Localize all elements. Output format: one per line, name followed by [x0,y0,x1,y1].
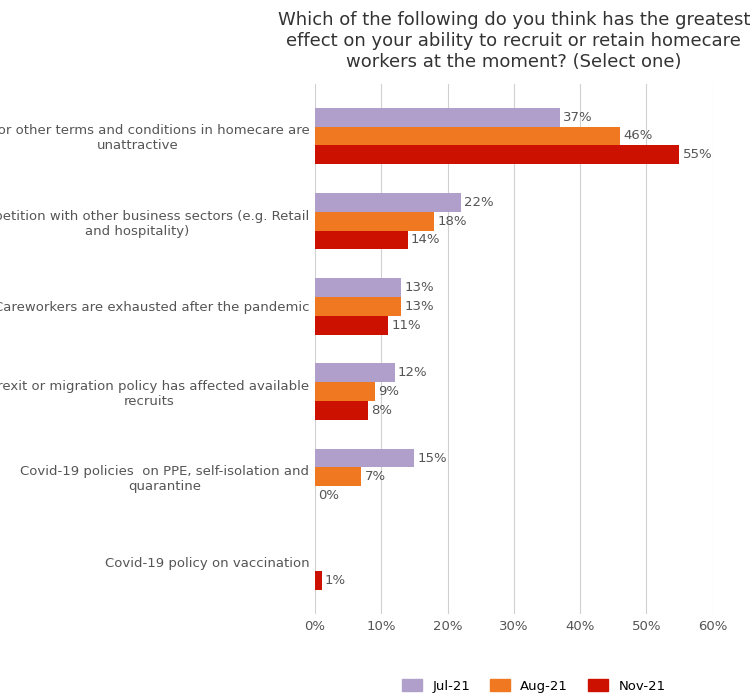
Bar [315,468,362,487]
Text: 8%: 8% [371,404,392,417]
Legend: Jul-21, Aug-21, Nov-21: Jul-21, Aug-21, Nov-21 [397,674,670,698]
Bar [315,572,322,590]
Bar [315,315,388,334]
Bar [315,211,434,230]
Bar [315,108,560,126]
Text: 18%: 18% [437,215,467,228]
Text: 7%: 7% [364,470,386,483]
Text: 37%: 37% [563,111,593,124]
Bar [315,297,401,315]
Text: 13%: 13% [404,300,434,313]
Bar [315,279,401,297]
Text: 14%: 14% [411,233,440,246]
Text: 9%: 9% [378,385,399,398]
Text: 46%: 46% [623,130,652,142]
Bar [315,449,414,468]
Bar [315,230,408,249]
Text: 11%: 11% [392,319,421,332]
Text: 55%: 55% [682,148,712,161]
Bar [315,193,460,211]
Bar [315,364,394,383]
Bar [315,383,375,401]
Text: 0%: 0% [318,489,339,502]
Bar [315,145,680,164]
Bar [315,401,368,419]
Text: 13%: 13% [404,281,434,294]
Bar [315,126,620,145]
Text: 15%: 15% [418,452,447,465]
Text: 1%: 1% [325,574,346,587]
Title: Which of the following do you think has the greatest
effect on your ability to r: Which of the following do you think has … [278,11,750,71]
Text: 22%: 22% [464,196,494,209]
Text: 12%: 12% [398,366,427,379]
